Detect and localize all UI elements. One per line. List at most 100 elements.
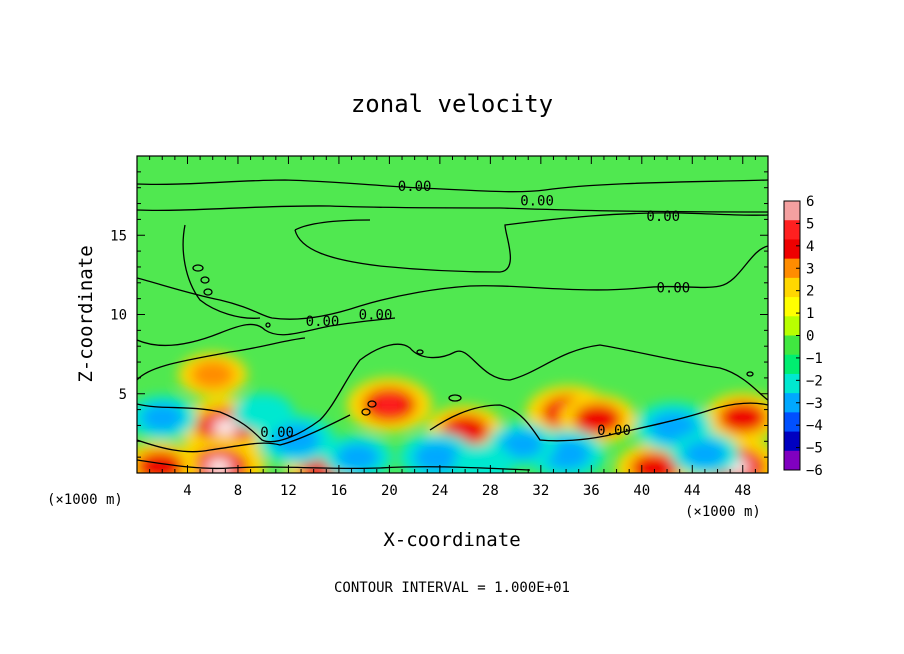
- contour-labels: 0.00 0.00 0.00 0.00 0.00 0.00 0.00 0.00: [260, 179, 690, 441]
- colorbar-tick-label: 4: [806, 239, 814, 255]
- contour-line: [137, 343, 768, 443]
- x-tick-label: 16: [330, 483, 347, 499]
- colorbar-tick-label: −6: [806, 463, 823, 479]
- x-tick-label: 32: [532, 483, 549, 499]
- field-blob: [413, 441, 462, 473]
- contour-label: 0.00: [260, 425, 294, 441]
- contour-loop: [265, 322, 271, 328]
- field-blob: [649, 411, 698, 443]
- contour-line: [137, 459, 531, 471]
- colorbar-swatch: [784, 373, 800, 394]
- colorbar-swatch: [784, 201, 800, 221]
- contour-loop: [361, 408, 371, 416]
- y-axis: 5 10 15: [110, 171, 768, 458]
- contour-label: 0.00: [520, 193, 554, 209]
- colorbar-tick-label: −2: [806, 373, 823, 389]
- x-tick-label: 4: [183, 483, 191, 499]
- contour-loop: [746, 371, 754, 377]
- colorbar-tick-label: −1: [806, 351, 823, 367]
- contour-line: [137, 245, 768, 320]
- contour-line: [294, 219, 371, 231]
- x-tick-label: 36: [583, 483, 600, 499]
- colorbar: 6 5 4 3 2 1 0 −1 −2 −3 −4 −5 −6: [783, 194, 823, 479]
- colorbar-swatch: [784, 354, 800, 375]
- colorbar-tick-label: −3: [806, 396, 823, 412]
- y-axis-label: Z-coordinate: [75, 245, 97, 382]
- y-tick-label: 5: [119, 387, 127, 403]
- field-blob: [573, 403, 622, 435]
- colorbar-swatch: [784, 393, 800, 413]
- x-tick-label: 8: [234, 483, 242, 499]
- contour-label: 0.00: [398, 179, 432, 195]
- contour-loop: [192, 264, 204, 272]
- field-blob-peak: [216, 421, 235, 433]
- field-blob: [191, 360, 235, 389]
- field-blob: [500, 430, 544, 459]
- colorbar-swatch: [784, 412, 800, 433]
- x-unit-right: (×1000 m): [685, 504, 761, 520]
- contour-line: [137, 337, 306, 381]
- colorbar-tick-label: 0: [806, 329, 814, 345]
- contour-label: 0.00: [656, 281, 690, 297]
- field-blob: [465, 451, 504, 473]
- contour-loop: [367, 400, 377, 408]
- contour-label: 0.00: [306, 314, 340, 330]
- contour-loop: [416, 349, 424, 355]
- contour-line: [429, 402, 768, 442]
- field-blob: [140, 403, 184, 432]
- field-blob-core: [374, 395, 404, 415]
- colorbar-swatch: [784, 277, 800, 298]
- colorbar-tick-label: 1: [806, 306, 814, 322]
- contour-loop: [448, 394, 462, 402]
- zero-contours: [137, 179, 768, 471]
- y-tick-label: 10: [110, 308, 127, 324]
- x-unit-left: (×1000 m): [47, 492, 123, 508]
- colorbar-swatch: [784, 316, 800, 336]
- contour-label: 0.00: [359, 308, 393, 324]
- colorbar-tick-label: 5: [806, 216, 814, 232]
- colorbar-swatch: [784, 297, 800, 317]
- colorbar-tick-label: 6: [806, 194, 814, 210]
- x-tick-label: 48: [734, 483, 751, 499]
- colorbar-tick-label: 3: [806, 261, 814, 277]
- colorbar-swatch: [784, 450, 800, 471]
- field-features: [137, 352, 768, 473]
- contour-line: [137, 414, 351, 453]
- field-blob: [718, 402, 767, 433]
- contour-line: [137, 205, 768, 213]
- colorbar-swatch: [784, 335, 800, 356]
- x-tick-label: 44: [684, 483, 701, 499]
- colorbar-swatch: [784, 431, 800, 452]
- x-axis-label: X-coordinate: [383, 529, 520, 551]
- field-blob-peak: [210, 461, 228, 473]
- contour-label: 0.00: [646, 209, 680, 225]
- contour-line: [137, 179, 768, 193]
- contour-interval-note: CONTOUR INTERVAL = 1.000E+01: [334, 580, 570, 596]
- contour-label: 0.00: [597, 423, 631, 439]
- x-tick-label: 12: [280, 483, 297, 499]
- chart-title: zonal velocity: [351, 90, 553, 118]
- field-blob: [137, 451, 184, 473]
- contour-loop: [203, 288, 213, 296]
- colorbar-tick-label: −4: [806, 418, 823, 434]
- contour-loop: [200, 276, 210, 284]
- colorbar-tick-label: −5: [806, 441, 823, 457]
- contour-line: [137, 317, 396, 346]
- x-tick-label: 28: [482, 483, 499, 499]
- x-axis: 4 8 12 16 20 24 28 32 36 40 44 48: [149, 156, 756, 499]
- field-blob: [244, 400, 283, 425]
- field-blob: [336, 443, 380, 471]
- x-tick-label: 24: [431, 483, 448, 499]
- contour-line: [294, 212, 768, 273]
- plot-field: 0.00 0.00 0.00 0.00 0.00 0.00 0.00 0.00: [137, 156, 768, 473]
- x-tick-label: 20: [381, 483, 398, 499]
- x-tick-label: 40: [633, 483, 650, 499]
- y-tick-label: 15: [110, 228, 127, 244]
- contour-line: [182, 224, 261, 319]
- colorbar-swatch: [784, 220, 800, 240]
- colorbar-tick-label: 2: [806, 284, 814, 300]
- field-blob: [683, 440, 727, 468]
- colorbar-swatch: [784, 239, 800, 260]
- colorbar-swatch: [784, 258, 800, 279]
